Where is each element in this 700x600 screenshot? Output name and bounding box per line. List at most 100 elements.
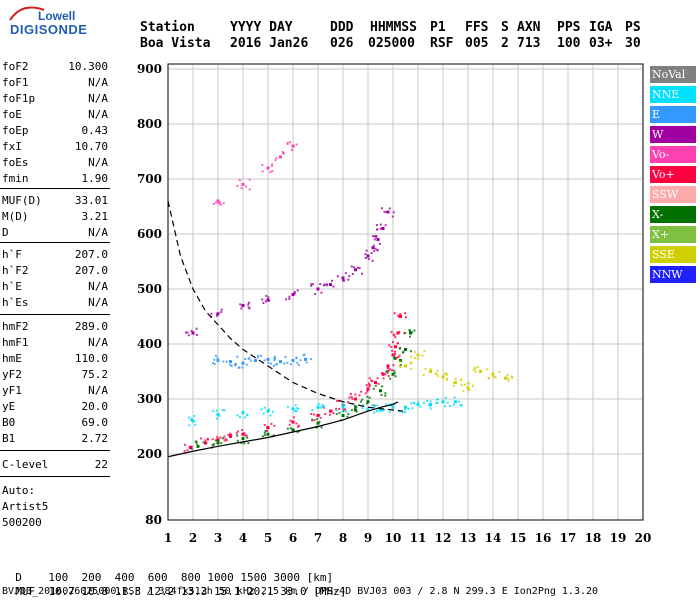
data-point-e-returns bbox=[262, 412, 265, 415]
data-point-o-trace bbox=[206, 437, 209, 440]
data-point-e-returns bbox=[194, 423, 197, 426]
data-point-3-hop bbox=[261, 164, 264, 167]
data-point-e-returns bbox=[448, 404, 451, 407]
param-value: N/A bbox=[88, 76, 108, 89]
legend-item-x: X+ bbox=[650, 226, 696, 243]
data-point-e-returns bbox=[429, 407, 432, 410]
data-point-e-returns bbox=[373, 411, 376, 414]
data-point-x-trace bbox=[366, 395, 369, 398]
data-point-x-trace bbox=[399, 346, 402, 349]
data-point-3-hop bbox=[266, 166, 270, 170]
data-point-spread-f bbox=[493, 375, 496, 378]
data-point-o-trace bbox=[392, 333, 395, 336]
data-point-x-trace bbox=[398, 347, 401, 350]
data-point-x-trace bbox=[263, 431, 266, 434]
data-point-o-trace bbox=[328, 413, 331, 416]
data-point-2-hop bbox=[348, 275, 351, 278]
data-point-o-trace bbox=[341, 404, 345, 408]
data-point-o-trace bbox=[368, 385, 371, 388]
data-point-o-trace bbox=[386, 367, 389, 370]
data-point-spread-f bbox=[487, 376, 490, 379]
data-point-spread-f bbox=[506, 374, 509, 377]
data-point-spread-f bbox=[413, 357, 416, 360]
data-point-spread-f bbox=[398, 360, 401, 363]
data-point-x-trace bbox=[335, 413, 338, 416]
digisonde-swoosh-icon bbox=[9, 6, 45, 21]
data-point-2-hop bbox=[364, 253, 367, 256]
param-fof1p: foF1p N/A bbox=[2, 92, 108, 108]
data-point-e-returns bbox=[341, 405, 345, 409]
data-point-e-returns bbox=[393, 402, 396, 405]
data-point-spread-f bbox=[474, 370, 477, 373]
data-point-3-hop bbox=[291, 149, 294, 152]
data-point-2-hop bbox=[375, 224, 378, 227]
data-point-o-trace bbox=[398, 354, 401, 357]
data-point-o-trace bbox=[388, 344, 391, 347]
data-point-spread-f bbox=[443, 373, 446, 376]
data-point-e-returns bbox=[221, 409, 224, 412]
data-point-e-returns bbox=[319, 406, 322, 409]
data-point-2-hop bbox=[190, 329, 193, 332]
data-point-3-hop bbox=[286, 143, 289, 146]
data-point-e-returns bbox=[295, 410, 298, 413]
legend-item-vo: Vo+ bbox=[650, 166, 696, 183]
data-point-o-trace bbox=[346, 401, 349, 404]
data-point-x-trace bbox=[401, 351, 404, 354]
y-tick-label: 600 bbox=[137, 227, 162, 241]
data-point-e-returns bbox=[457, 400, 460, 403]
data-point-o-trace bbox=[393, 334, 396, 337]
data-point-e-returns bbox=[410, 402, 413, 405]
x-tick-label: 17 bbox=[560, 531, 577, 545]
data-point-o-trace bbox=[227, 433, 230, 436]
data-point-x-trace bbox=[195, 440, 198, 443]
data-point-spread-f bbox=[436, 374, 439, 377]
data-point-x-trace bbox=[213, 443, 216, 446]
data-point-2-hop bbox=[372, 244, 375, 247]
data-point-scattered bbox=[289, 363, 292, 366]
data-point-o-trace bbox=[204, 441, 207, 445]
data-point-o-trace bbox=[322, 406, 325, 409]
data-point-2-hop bbox=[216, 314, 219, 317]
data-point-x-trace bbox=[261, 435, 264, 438]
data-point-spread-f bbox=[507, 377, 510, 380]
data-point-spread-f bbox=[441, 375, 445, 379]
data-point-o-trace bbox=[392, 353, 395, 356]
data-point-x-trace bbox=[220, 441, 223, 444]
data-point-x-trace bbox=[353, 405, 356, 408]
data-point-2-hop bbox=[383, 210, 386, 213]
data-point-spread-f bbox=[504, 376, 507, 380]
data-point-e-returns bbox=[454, 400, 457, 404]
data-point-scattered bbox=[295, 356, 298, 359]
param-value: N/A bbox=[88, 384, 108, 397]
data-point-x-trace bbox=[354, 404, 357, 407]
param-hme: hmE 110.0 bbox=[2, 352, 108, 368]
data-point-o-trace bbox=[324, 413, 327, 416]
hdr1-field-4: P1 bbox=[430, 20, 446, 35]
data-point-e-returns bbox=[379, 408, 382, 412]
param-separator bbox=[0, 450, 110, 451]
data-point-scattered bbox=[233, 363, 236, 366]
data-point-x-trace bbox=[298, 429, 301, 432]
data-point-2-hop bbox=[375, 236, 378, 239]
data-point-2-hop bbox=[310, 283, 313, 286]
data-point-scattered bbox=[213, 358, 216, 361]
param-key: fxI bbox=[2, 140, 22, 153]
data-point-o-trace bbox=[399, 313, 402, 316]
data-point-2-hop bbox=[316, 287, 320, 291]
data-point-e-returns bbox=[459, 403, 462, 406]
data-point-x-trace bbox=[372, 387, 375, 390]
data-point-2-hop bbox=[373, 235, 376, 238]
data-point-2-hop bbox=[185, 331, 188, 334]
data-point-e-returns bbox=[416, 403, 420, 406]
data-point-o-trace bbox=[391, 369, 394, 372]
data-point-2-hop bbox=[264, 300, 267, 303]
data-point-scattered bbox=[216, 356, 219, 359]
data-point-spread-f bbox=[471, 384, 474, 387]
data-point-e-returns bbox=[366, 408, 370, 412]
data-point-x-trace bbox=[408, 335, 411, 338]
param-value: 10.300 bbox=[68, 60, 108, 73]
data-point-x-trace bbox=[384, 392, 387, 395]
param-value: N/A bbox=[88, 336, 108, 349]
data-point-o-trace bbox=[391, 340, 394, 343]
data-point-e-returns bbox=[212, 410, 215, 413]
